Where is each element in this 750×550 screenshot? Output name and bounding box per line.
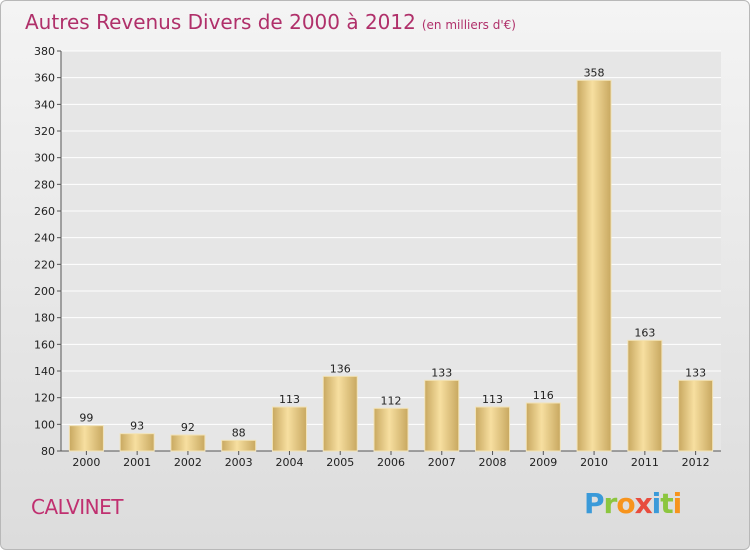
x-tick-label: 2009	[529, 456, 557, 469]
logo-letter: x	[634, 487, 653, 520]
x-tick-label: 2007	[428, 456, 456, 469]
y-tick-label: 220	[34, 258, 55, 271]
x-tick-label: 2002	[174, 456, 202, 469]
x-tick-label: 2000	[72, 456, 100, 469]
y-tick-label: 180	[34, 312, 55, 325]
bar-value-label: 116	[533, 389, 554, 402]
logo-letter: t	[660, 487, 673, 520]
bar	[271, 406, 307, 452]
bar	[576, 79, 612, 452]
y-tick-label: 300	[34, 152, 55, 165]
bar	[322, 375, 358, 452]
bar-value-label: 133	[431, 366, 452, 379]
x-tick-label: 2011	[631, 456, 659, 469]
y-tick-label: 380	[34, 45, 55, 58]
y-tick-label: 120	[34, 392, 55, 405]
bar	[627, 339, 663, 452]
bar	[68, 425, 104, 452]
y-tick-label: 260	[34, 205, 55, 218]
bar-value-label: 133	[685, 366, 706, 379]
bar-value-label: 92	[181, 421, 195, 434]
plot-area	[61, 51, 721, 451]
chart-title-text: Autres Revenus Divers de 2000 à 2012	[25, 10, 416, 34]
bar-value-label: 93	[130, 420, 144, 433]
x-tick-label: 2005	[326, 456, 354, 469]
bar	[221, 439, 257, 452]
chart-title: Autres Revenus Divers de 2000 à 2012 (en …	[25, 10, 516, 34]
bar-value-label: 136	[330, 362, 351, 375]
proxiti-logo: Proxiti	[584, 487, 683, 520]
bar	[424, 379, 460, 452]
bar-value-label: 112	[381, 394, 402, 407]
commune-name: CALVINET	[31, 495, 124, 519]
logo-letter: i	[651, 487, 662, 520]
bar-value-label: 88	[232, 426, 246, 439]
bar	[119, 433, 155, 452]
y-tick-label: 140	[34, 365, 55, 378]
x-tick-label: 2003	[225, 456, 253, 469]
bar	[475, 406, 511, 452]
x-tick-label: 2008	[479, 456, 507, 469]
y-tick-label: 200	[34, 285, 55, 298]
bar-value-label: 99	[79, 412, 93, 425]
logo-letter: r	[603, 487, 618, 520]
y-tick-label: 100	[34, 418, 55, 431]
bar	[373, 407, 409, 452]
y-tick-label: 160	[34, 338, 55, 351]
y-tick-label: 340	[34, 98, 55, 111]
bar	[525, 402, 561, 452]
x-tick-label: 2012	[682, 456, 710, 469]
y-tick-label: 320	[34, 125, 55, 138]
logo-letter: o	[616, 487, 635, 520]
y-tick-label: 280	[34, 178, 55, 191]
bar-value-label: 113	[482, 393, 503, 406]
bar-value-label: 163	[634, 326, 655, 339]
x-tick-label: 2004	[275, 456, 303, 469]
chart-unit: (en milliers d'€)	[421, 18, 516, 32]
bar	[170, 434, 206, 452]
logo-letter: P	[584, 487, 605, 520]
x-tick-label: 2010	[580, 456, 608, 469]
bar-value-label: 113	[279, 393, 300, 406]
logo-letter: i	[672, 487, 683, 520]
y-tick-label: 240	[34, 232, 55, 245]
y-tick-label: 80	[41, 445, 55, 458]
bar	[678, 379, 714, 452]
x-tick-label: 2006	[377, 456, 405, 469]
x-tick-label: 2001	[123, 456, 151, 469]
bar-value-label: 358	[584, 66, 605, 79]
y-tick-label: 360	[34, 72, 55, 85]
